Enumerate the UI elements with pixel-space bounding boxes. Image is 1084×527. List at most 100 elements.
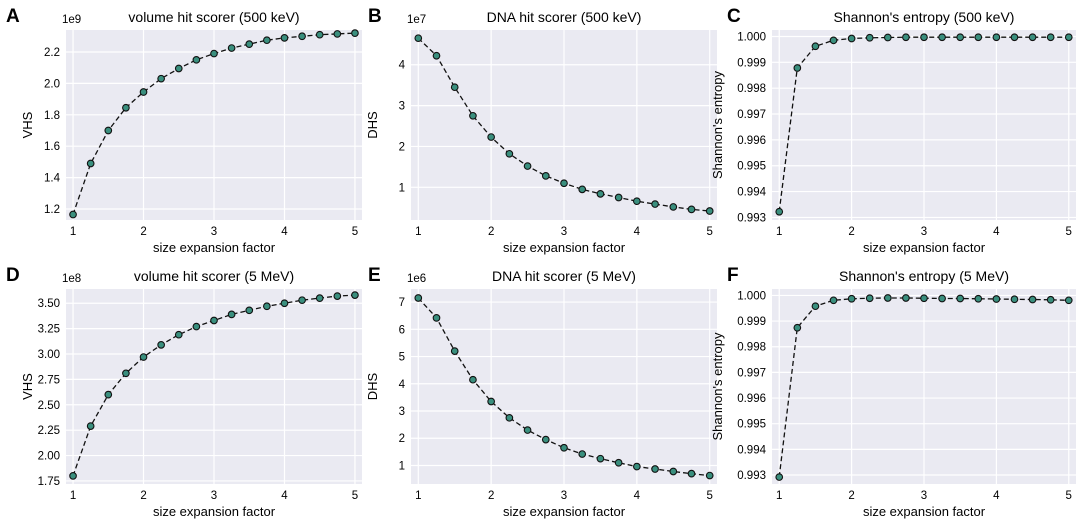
data-point	[333, 292, 342, 300]
data-point	[432, 51, 441, 60]
axis-offset-label: 1e9	[62, 14, 81, 26]
data-point	[1010, 33, 1019, 42]
data-point	[541, 435, 550, 444]
data-point	[263, 36, 271, 45]
data-point	[669, 467, 678, 476]
y-axis-label: DHS	[365, 372, 380, 400]
y-tick-label: 4	[399, 379, 406, 391]
data-point	[651, 200, 659, 208]
axis-offset-label: 1e8	[62, 273, 81, 285]
y-tick-label: 0.998	[737, 83, 766, 95]
x-tick-label: 4	[993, 226, 1000, 238]
x-tick-label: 2	[488, 490, 494, 502]
data-point	[315, 294, 324, 302]
y-tick-label: 0.995	[737, 419, 766, 431]
data-point	[811, 42, 820, 51]
data-point	[245, 306, 254, 315]
y-tick-label: 2.2	[44, 47, 60, 59]
data-point	[192, 322, 201, 331]
data-point	[578, 450, 587, 458]
data-point	[956, 294, 965, 303]
data-point	[938, 33, 946, 42]
y-tick-label: 1.2	[44, 204, 60, 216]
chart-title: Shannon's entropy (5 MeV)	[839, 268, 1009, 284]
panel-letter: F	[727, 265, 739, 286]
data-point	[86, 159, 95, 168]
data-point	[523, 162, 532, 170]
x-tick-label: 5	[707, 226, 713, 238]
y-tick-label: 2.0	[44, 78, 60, 90]
y-tick-label: 4	[399, 60, 406, 72]
data-point	[69, 210, 77, 219]
data-point	[847, 34, 856, 43]
y-axis-label: Shannon's entropy	[710, 332, 725, 441]
x-tick-label: 4	[281, 490, 288, 502]
y-tick-label: 2	[399, 433, 405, 445]
data-point	[992, 295, 1001, 303]
x-tick-label: 1	[776, 226, 782, 238]
y-tick-label: 7	[399, 297, 405, 309]
data-point	[560, 179, 568, 188]
x-axis-label: size expansion factor	[863, 504, 986, 519]
x-tick-label: 1	[70, 226, 76, 238]
y-tick-label: 0.996	[737, 393, 766, 405]
data-point	[614, 193, 623, 202]
data-point	[560, 443, 568, 452]
data-point	[1010, 295, 1019, 304]
data-point	[938, 294, 946, 303]
data-point	[829, 296, 838, 305]
data-point	[775, 473, 784, 481]
data-point	[523, 426, 532, 434]
x-tick-label: 5	[352, 226, 358, 238]
data-point	[829, 36, 838, 45]
data-point	[450, 347, 459, 355]
y-axis-label: Shannon's entropy	[710, 71, 725, 180]
panel-letter: B	[368, 6, 382, 27]
x-tick-label: 1	[70, 490, 76, 502]
y-tick-label: 0.993	[737, 212, 766, 224]
x-axis-label: size expansion factor	[503, 504, 626, 519]
data-point	[669, 203, 678, 211]
data-point	[263, 302, 271, 311]
data-point	[351, 291, 359, 299]
y-axis-label: VHS	[20, 373, 35, 400]
x-tick-label: 1	[776, 490, 782, 502]
y-tick-label: 0.999	[737, 57, 766, 69]
chart-title: volume hit scorer (500 keV)	[128, 9, 299, 25]
data-point	[122, 103, 130, 112]
data-point	[956, 33, 965, 42]
panel-letter: D	[6, 265, 20, 286]
x-tick-label: 2	[848, 226, 854, 238]
y-tick-label: 1	[399, 460, 405, 472]
data-point	[122, 369, 130, 378]
data-point	[1064, 33, 1073, 42]
x-tick-label: 3	[561, 490, 567, 502]
y-tick-label: 0.994	[737, 444, 766, 456]
x-tick-label: 5	[1066, 226, 1072, 238]
x-tick-label: 1	[415, 490, 421, 502]
data-point	[210, 316, 218, 325]
y-tick-label: 0.999	[737, 316, 766, 328]
y-tick-label: 1.8	[44, 110, 60, 122]
data-point	[687, 469, 696, 478]
data-point	[596, 189, 605, 198]
data-point	[192, 55, 201, 64]
data-point	[505, 149, 514, 158]
data-point	[974, 33, 983, 42]
data-point	[227, 44, 236, 52]
x-tick-label: 4	[281, 226, 288, 238]
x-tick-label: 5	[707, 490, 713, 502]
data-point	[505, 413, 514, 422]
data-point	[596, 454, 605, 463]
panel-letter: C	[727, 6, 741, 27]
chart-title: Shannon's entropy (500 keV)	[834, 9, 1015, 25]
y-tick-label: 5	[399, 352, 405, 364]
data-point	[86, 422, 95, 430]
x-axis-label: size expansion factor	[863, 240, 986, 255]
x-tick-label: 5	[352, 490, 358, 502]
y-tick-label: 2.00	[38, 451, 60, 463]
data-point	[578, 185, 587, 194]
chart-title: DNA hit scorer (500 keV)	[487, 9, 642, 25]
data-point	[705, 471, 714, 480]
